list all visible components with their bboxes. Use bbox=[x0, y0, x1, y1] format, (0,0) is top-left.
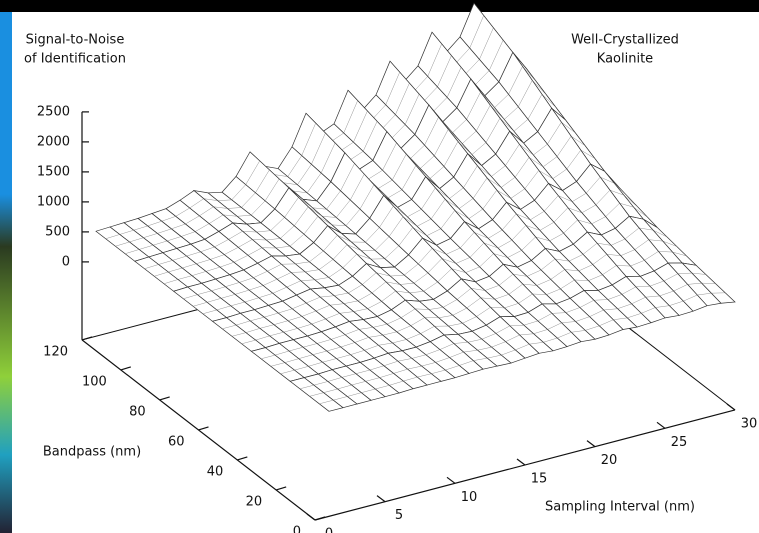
z-tick-label: 500 bbox=[45, 224, 70, 239]
z-tick-label: 1000 bbox=[37, 194, 70, 209]
x-axis-label: Sampling Interval (nm) bbox=[545, 500, 695, 515]
y-tick-label: 20 bbox=[246, 494, 263, 509]
x-tick-label: 0 bbox=[325, 527, 333, 533]
z-tick-label: 2000 bbox=[37, 134, 70, 149]
z-tick-label: 2500 bbox=[37, 104, 70, 119]
side-strip bbox=[0, 12, 12, 533]
y-tick-label: 0 bbox=[293, 525, 301, 533]
x-tick-label: 15 bbox=[531, 471, 548, 486]
y-axis-label: Bandpass (nm) bbox=[43, 445, 141, 460]
z-axis-label: Signal-to-Noise bbox=[26, 33, 125, 48]
z-axis-label: of Identification bbox=[24, 52, 126, 67]
y-tick-label: 120 bbox=[43, 344, 68, 359]
z-tick-label: 0 bbox=[62, 254, 70, 269]
z-tick-label: 1500 bbox=[37, 164, 70, 179]
x-tick-label: 5 bbox=[395, 508, 403, 523]
chart-title: Well-Crystallized bbox=[571, 33, 679, 48]
y-tick-label: 40 bbox=[207, 464, 224, 479]
x-tick-label: 25 bbox=[671, 435, 688, 450]
x-tick-label: 10 bbox=[461, 490, 478, 505]
y-tick-label: 100 bbox=[82, 374, 107, 389]
x-tick-label: 30 bbox=[741, 416, 758, 431]
y-tick-label: 80 bbox=[129, 404, 146, 419]
chart: 0 500 1000 1500 2000 2500 0 20 40 60 80 100 120 0 5 10 1… bbox=[0, 0, 759, 533]
x-tick-label: 20 bbox=[601, 453, 618, 468]
y-tick-label: 60 bbox=[168, 434, 185, 449]
chart-title: Kaolinite bbox=[597, 52, 653, 67]
